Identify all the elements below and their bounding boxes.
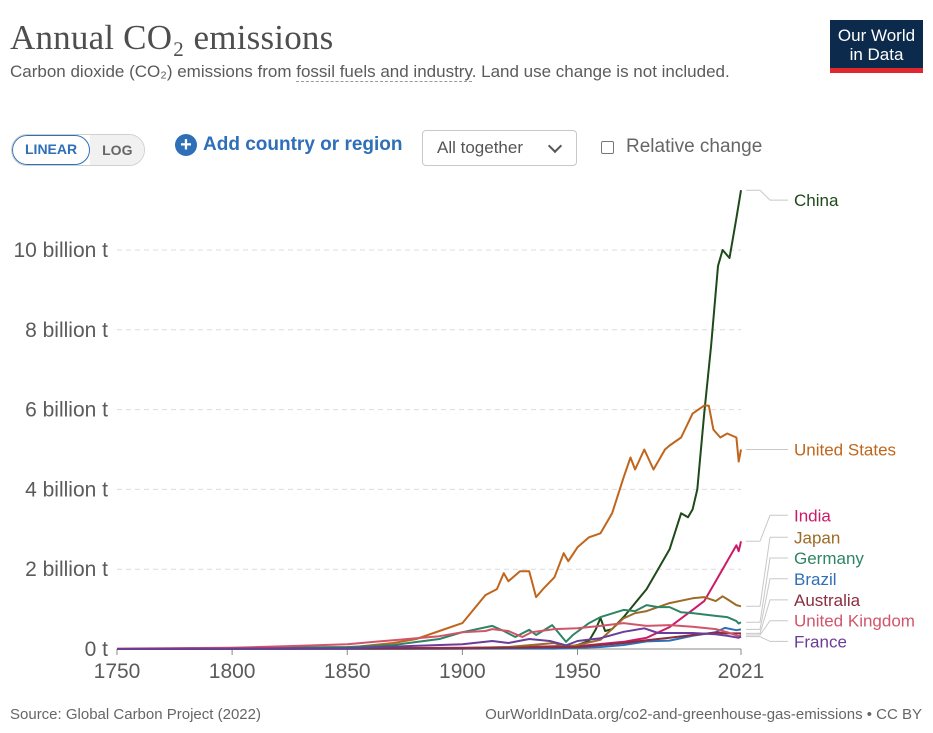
logo-line-2: in Data <box>849 45 904 64</box>
series-line-united-kingdom <box>116 622 742 650</box>
relative-change-label: Relative change <box>626 136 763 157</box>
x-tick-label: 2021 <box>718 660 765 683</box>
subtitle-text-end: . Land use change is not included. <box>471 62 730 81</box>
facet-select[interactable]: All together <box>422 130 577 166</box>
end-label-australia: Australia <box>794 591 861 610</box>
end-label-india: India <box>794 506 831 525</box>
line-chart: 0 t 2 billion t 4 billion t 6 billion t 8 bi… <box>13 189 915 683</box>
series-line-brazil <box>116 626 742 650</box>
end-label-brazil: Brazil <box>794 570 837 589</box>
x-tick-label: 1950 <box>554 660 601 683</box>
chevron-down-icon <box>547 138 563 154</box>
add-country-label: Add country or region <box>203 134 403 155</box>
end-label-connector <box>746 636 788 642</box>
end-label-germany: Germany <box>794 549 864 568</box>
relative-change-toggle[interactable]: Relative change <box>601 136 762 158</box>
source-note[interactable]: Source: Global Carbon Project (2022) <box>10 706 261 723</box>
x-tick-label: 1850 <box>324 660 371 683</box>
logo-accent-bar <box>830 68 923 73</box>
relative-change-checkbox[interactable] <box>601 140 614 154</box>
y-tick-label: 10 billion t <box>13 239 108 262</box>
end-label-connector <box>746 189 788 201</box>
end-label-connector <box>746 514 788 542</box>
y-tick-label: 8 billion t <box>25 319 108 342</box>
end-label-connector <box>746 578 788 630</box>
add-country-button[interactable]: + Add country or region <box>175 134 403 156</box>
end-label-united-states: United States <box>794 441 896 460</box>
series-line-germany <box>116 604 742 650</box>
x-tick-label: 1900 <box>439 660 486 683</box>
end-label-connector <box>746 557 788 623</box>
log-scale-button[interactable]: LOG <box>90 135 145 165</box>
series-line-china <box>116 190 742 650</box>
y-tick-label: 4 billion t <box>25 478 108 501</box>
fossil-fuels-link[interactable]: fossil fuels and industry <box>296 62 472 82</box>
logo-line-1: Our World <box>837 26 916 45</box>
chart-subtitle: Carbon dioxide (CO₂) emissions from foss… <box>10 61 770 83</box>
end-label-japan: Japan <box>794 528 840 547</box>
subtitle-text-start: Carbon dioxide (CO₂) emissions from <box>10 62 297 81</box>
series-line-japan <box>116 595 742 650</box>
series-line-united-states <box>117 404 742 650</box>
end-label-united-kingdom: United Kingdom <box>794 612 915 631</box>
end-label-france: France <box>794 632 847 651</box>
end-label-connector <box>746 599 788 634</box>
y-tick-label: 2 billion t <box>25 558 108 581</box>
end-label-connector <box>746 620 788 636</box>
plus-circle-icon: + <box>175 134 197 156</box>
y-tick-label: 0 t <box>85 638 109 661</box>
series-line-france <box>116 627 742 650</box>
chart-url[interactable]: OurWorldInData.org/co2-and-greenhouse-ga… <box>485 706 922 723</box>
series-line-india <box>116 541 742 650</box>
facet-select-value: All together <box>437 138 523 157</box>
series-line-australia <box>116 631 741 650</box>
linear-scale-button[interactable]: LINEAR <box>12 135 91 165</box>
end-label-connector <box>746 536 788 607</box>
scale-toggle: LINEAR LOG <box>11 134 146 166</box>
y-tick-label: 6 billion t <box>25 399 108 422</box>
our-world-in-data-logo[interactable]: Our World in Data <box>830 20 923 73</box>
x-tick-label: 1800 <box>209 660 256 683</box>
x-tick-label: 1750 <box>94 660 141 683</box>
end-label-china: China <box>794 191 839 210</box>
chart-title: Annual CO₂ emissions <box>10 18 334 57</box>
